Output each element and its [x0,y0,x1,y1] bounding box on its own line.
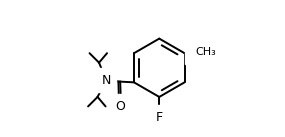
Text: F: F [156,111,163,124]
Text: CH₃: CH₃ [196,47,216,57]
Text: O: O [191,46,200,59]
Text: N: N [102,74,111,87]
Text: O: O [115,100,125,113]
